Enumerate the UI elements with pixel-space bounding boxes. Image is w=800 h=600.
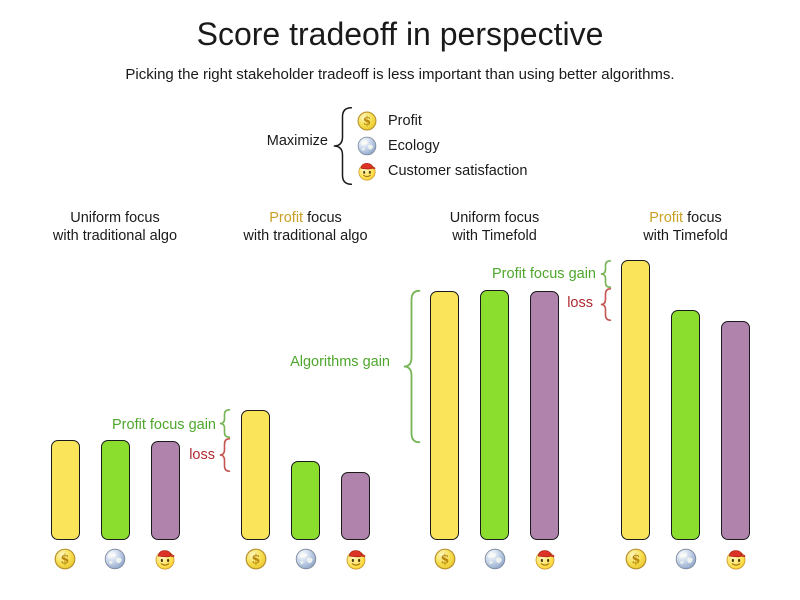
- coin-icon: [245, 548, 267, 570]
- bar-profit-uniform-focus-with-traditional-algo: [50, 440, 80, 540]
- group-label-line1: Uniform focus: [449, 210, 540, 226]
- annotation-brace-loss-traditional: [219, 438, 231, 472]
- group-label-line2: with Timefold: [643, 228, 728, 244]
- smiley-icon: [357, 161, 377, 181]
- bar-profit-profit-focus-with-timefold: [621, 260, 650, 540]
- legend-item-label: Profit: [388, 112, 422, 129]
- legend-item-label: Ecology: [388, 138, 440, 155]
- bar-customer-satisfaction-profit-focus-with-timefold: [721, 321, 750, 540]
- legend-brace: [333, 107, 353, 185]
- legend-item: Ecology: [357, 133, 527, 158]
- annotation-brace-algorithms-gain: [403, 289, 421, 444]
- legend-maximize-label: Maximize: [266, 133, 328, 149]
- group-label-profit-focus-with-traditional-algo: Profit focus with traditional algo: [196, 209, 416, 245]
- annotation-loss-timefold: loss: [567, 295, 593, 311]
- smiley-icon: [154, 548, 176, 570]
- group-label-line1: Uniform focus: [70, 210, 160, 226]
- bar-customer-satisfaction-profit-focus-with-traditional-algo: [341, 472, 370, 540]
- group-label-line2: with traditional algo: [52, 228, 178, 244]
- coin-icon: [54, 548, 76, 570]
- annotation-profit-focus-gain-timefold: Profit focus gain: [492, 266, 596, 282]
- group-label-uniform-focus-with-timefold: Uniform focus with Timefold: [385, 209, 605, 245]
- bar-ecology-uniform-focus-with-timefold: [480, 290, 509, 540]
- bar-customer-satisfaction-uniform-focus-with-timefold: [530, 291, 559, 540]
- annotation-brace-profit-focus-gain-traditional: [219, 409, 231, 438]
- group-label-line2: with traditional algo: [243, 228, 368, 244]
- bar-ecology-profit-focus-with-timefold: [671, 310, 700, 540]
- legend-item: Profit: [357, 108, 527, 133]
- group-label-line2: with Timefold: [452, 228, 537, 244]
- bar-customer-satisfaction-uniform-focus-with-traditional-algo: [150, 441, 180, 540]
- legend-item-list: Profit Ecology Customer satisfaction: [357, 108, 527, 184]
- annotation-loss-traditional: loss: [189, 447, 215, 463]
- bar-profit-profit-focus-with-traditional-algo: [241, 410, 270, 540]
- globe-icon: [104, 548, 126, 570]
- highlight-word: Profit: [269, 210, 304, 226]
- smiley-icon: [534, 548, 556, 570]
- smiley-icon: [345, 548, 367, 570]
- coin-icon: [434, 548, 456, 570]
- highlight-word: Profit: [649, 210, 684, 226]
- globe-icon: [675, 548, 697, 570]
- chart-subtitle: Picking the right stakeholder tradeoff i…: [125, 66, 675, 83]
- globe-icon: [357, 136, 377, 156]
- annotation-brace-profit-focus-gain-timefold: [600, 260, 612, 288]
- group-label-uniform-focus-with-traditional-algo: Uniform focus with traditional algo: [5, 209, 225, 245]
- annotation-algorithms-gain: Algorithms gain: [290, 354, 390, 370]
- legend-item-label: Customer satisfaction: [388, 163, 528, 180]
- annotation-brace-loss-timefold: [600, 288, 612, 321]
- bar-ecology-profit-focus-with-traditional-algo: [291, 461, 320, 540]
- group-label-line1: Profit focus: [649, 210, 722, 226]
- globe-icon: [484, 548, 506, 570]
- globe-icon: [295, 548, 317, 570]
- bar-profit-uniform-focus-with-timefold: [430, 291, 459, 540]
- bar-ecology-uniform-focus-with-traditional-algo: [100, 440, 130, 540]
- annotation-profit-focus-gain-traditional: Profit focus gain: [112, 417, 216, 433]
- smiley-icon: [725, 548, 747, 570]
- chart-title: Score tradeoff in perspective: [196, 16, 604, 52]
- group-label-line1: Profit focus: [269, 210, 342, 226]
- coin-icon: [625, 548, 647, 570]
- group-label-profit-focus-with-timefold: Profit focus with Timefold: [576, 209, 796, 245]
- legend-item: Customer satisfaction: [357, 159, 527, 184]
- coin-icon: [357, 111, 377, 131]
